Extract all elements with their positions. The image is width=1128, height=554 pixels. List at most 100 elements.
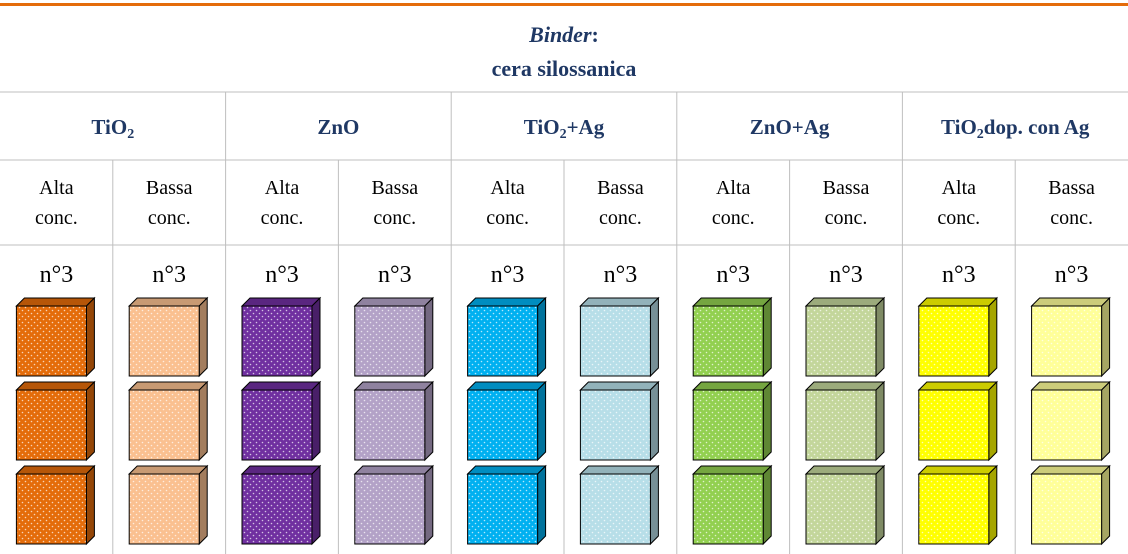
label-part: 2 <box>977 127 984 142</box>
cube-top <box>353 465 435 475</box>
cube-top <box>353 297 435 307</box>
sample-cube <box>917 464 999 546</box>
sample-cube <box>579 464 660 546</box>
column-label: Alta <box>265 177 300 199</box>
sample-cube <box>466 464 547 546</box>
sample-cube <box>579 380 660 462</box>
sample-cube <box>240 464 322 546</box>
cube-front <box>579 305 651 377</box>
header-subtitle: cera silossanica <box>492 56 637 81</box>
cube-top <box>691 465 773 475</box>
cube-side <box>1101 380 1111 462</box>
label-part: +Ag <box>567 115 605 139</box>
cube-top <box>579 297 660 307</box>
cube-front <box>918 389 990 461</box>
column-label: Bassa <box>597 177 644 199</box>
cube-front <box>918 473 990 545</box>
cube-front <box>15 305 87 377</box>
group-label: ZnO <box>317 115 359 139</box>
cube-top <box>804 381 886 391</box>
cube-side <box>762 464 772 546</box>
cube-side <box>85 464 95 546</box>
label-part: 2 <box>127 127 134 142</box>
sample-label: n°3 <box>716 262 750 288</box>
sample-cube <box>691 296 773 378</box>
cube-front <box>15 389 87 461</box>
cube-side <box>424 464 434 546</box>
cube-side <box>537 464 547 546</box>
sample-label: n°3 <box>265 262 299 288</box>
cube-top <box>127 297 209 307</box>
cube-side <box>1101 464 1111 546</box>
cube-side <box>198 296 208 378</box>
sample-label: n°3 <box>152 262 186 288</box>
sample-cube <box>15 380 96 462</box>
cube-side <box>875 464 885 546</box>
cube-top <box>240 297 322 307</box>
cube-side <box>649 296 659 378</box>
cube-front <box>128 473 200 545</box>
cube-side <box>988 380 998 462</box>
sample-label: n°3 <box>604 262 638 288</box>
cube-front <box>805 305 877 377</box>
cube-front <box>918 305 990 377</box>
column-label: Bassa <box>823 177 870 199</box>
cube-side <box>85 380 95 462</box>
sample-label: n°3 <box>942 262 976 288</box>
cube-top <box>691 297 773 307</box>
sample-cube <box>353 296 435 378</box>
sample-cube <box>691 464 773 546</box>
cube-top <box>240 381 322 391</box>
sample-label: n°3 <box>378 262 412 288</box>
label-part: dop. con Ag <box>984 115 1090 139</box>
label-part: ZnO <box>317 115 359 139</box>
cube-front <box>1031 305 1103 377</box>
column-label: conc. <box>1050 207 1093 229</box>
label-part: TiO <box>941 115 977 139</box>
cube-top <box>917 297 999 307</box>
title-word: Binder <box>528 22 592 47</box>
sample-cube <box>1030 296 1111 378</box>
cube-top <box>15 381 96 391</box>
cube-front <box>354 473 426 545</box>
column-label: Alta <box>716 177 751 199</box>
cube-side <box>311 296 321 378</box>
column-label: conc. <box>486 207 529 229</box>
cube-top <box>353 381 435 391</box>
cube-top <box>15 465 96 475</box>
sample-cube <box>917 296 999 378</box>
header-title: Binder: <box>528 22 599 47</box>
sample-cube <box>240 380 322 462</box>
cube-front <box>241 389 313 461</box>
sample-cube <box>127 464 209 546</box>
sample-cube <box>804 296 886 378</box>
column-label: Bassa <box>1048 177 1095 199</box>
column-label: Bassa <box>371 177 418 199</box>
sample-cube <box>15 464 96 546</box>
cube-top <box>127 465 209 475</box>
column-label: conc. <box>937 207 980 229</box>
cube-top <box>917 381 999 391</box>
sample-cube <box>804 464 886 546</box>
cube-side <box>198 380 208 462</box>
top-rule <box>0 3 1128 6</box>
column-label: conc. <box>261 207 304 229</box>
cube-side <box>537 296 547 378</box>
cube-top <box>804 297 886 307</box>
cube-top <box>15 297 96 307</box>
cube-front <box>1031 473 1103 545</box>
sample-cube <box>691 380 773 462</box>
cube-front <box>128 389 200 461</box>
cube-front <box>805 389 877 461</box>
cube-front <box>692 389 764 461</box>
cube-top <box>466 381 547 391</box>
column-label: conc. <box>373 207 416 229</box>
sample-cube <box>804 380 886 462</box>
cube-front <box>354 389 426 461</box>
cube-side <box>762 296 772 378</box>
sample-cube <box>15 296 96 378</box>
cube-side <box>424 296 434 378</box>
sample-cube <box>1030 464 1111 546</box>
cube-front <box>579 389 651 461</box>
cube-front <box>692 473 764 545</box>
